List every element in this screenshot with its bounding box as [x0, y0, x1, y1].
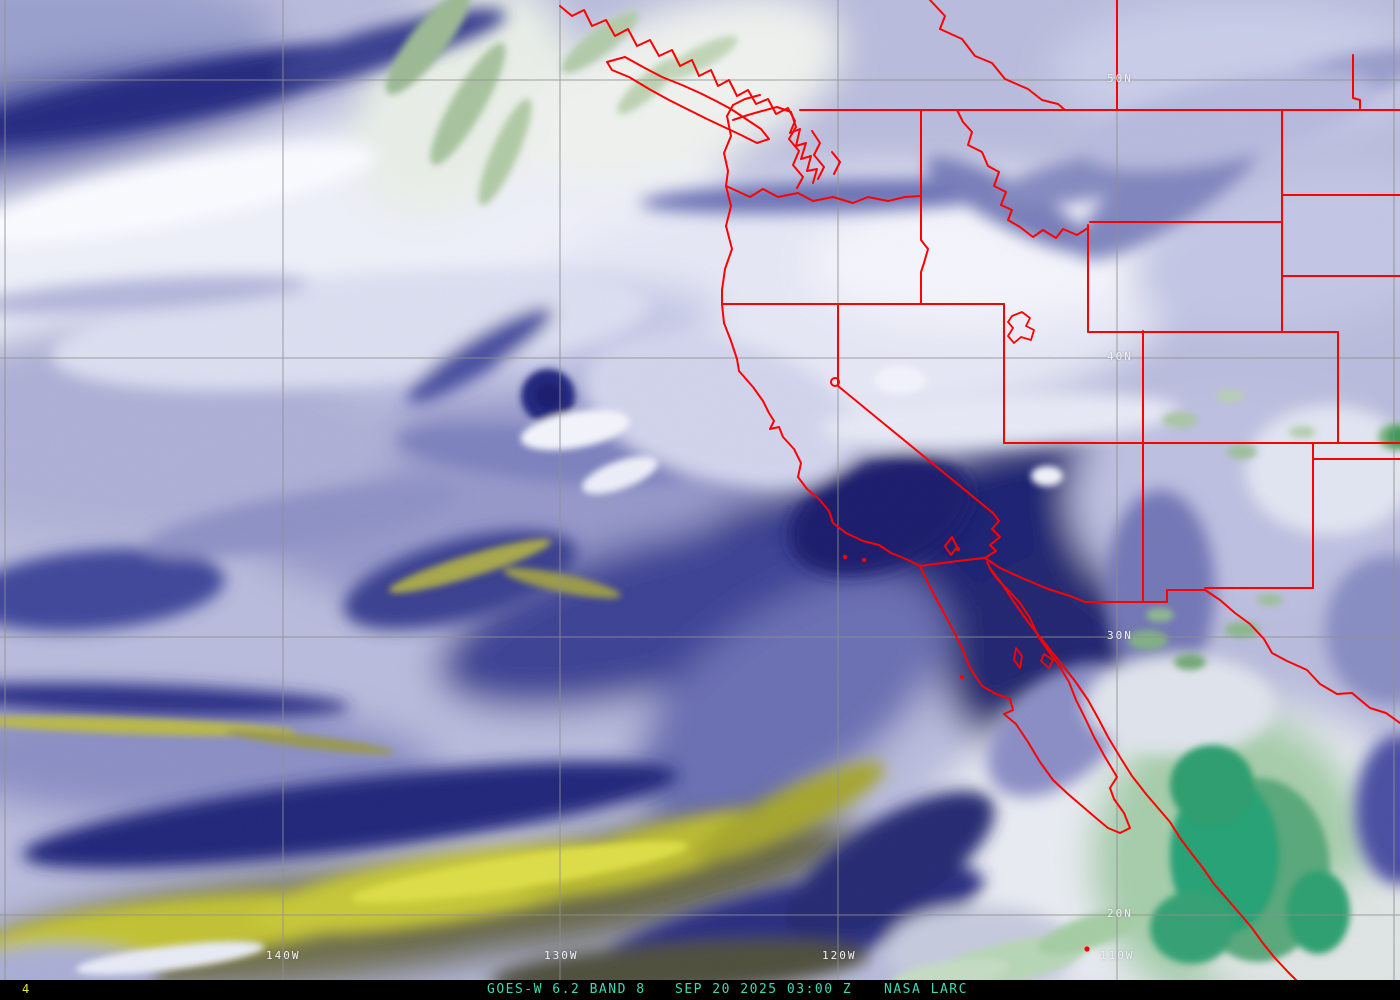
coastline-mexico-mainland — [989, 567, 1298, 980]
lon-label-130w: 130W — [544, 949, 579, 962]
political-borders — [559, 0, 1400, 980]
lat-label-40n: 40N — [1107, 350, 1133, 363]
border-montana-idaho — [956, 109, 1089, 239]
coastline-puget-sound — [732, 106, 841, 189]
product-label: GOES-W 6.2 BAND 8 — [487, 982, 646, 997]
gulf-islands — [1013, 647, 1054, 669]
frame-number: 4 — [22, 982, 30, 996]
lat-label-30n: 30N — [1107, 629, 1133, 642]
coastline-san-diego-bay — [944, 536, 958, 556]
border-us-mexico — [919, 557, 1400, 724]
coastline-west-coast — [721, 94, 921, 567]
border-montana-dakotas — [1281, 109, 1400, 333]
border-columbia-river — [725, 185, 922, 204]
lat-label-50n: 50N — [1107, 72, 1133, 85]
lon-label-120w: 120W — [822, 949, 857, 962]
coastline-baja — [919, 561, 1131, 834]
border-idaho-west — [920, 109, 929, 305]
small-islands — [842, 546, 1090, 952]
status-bar: 4 GOES-W 6.2 BAND 8 SEP 20 2025 03:00 Z … — [0, 980, 1400, 1000]
credit-label: NASA LARC — [884, 982, 968, 997]
border-41n — [1087, 331, 1339, 444]
lake-tahoe — [830, 377, 840, 387]
coastline-bc-fjords — [559, 5, 818, 184]
border-37n — [1003, 442, 1400, 589]
lon-label-140w: 140W — [266, 949, 301, 962]
border-colorado-river — [984, 512, 1001, 559]
timestamp-label: SEP 20 2025 03:00 Z — [675, 982, 853, 997]
lat-label-20n: 20N — [1107, 907, 1133, 920]
border-canada-provinces — [929, 0, 1361, 111]
lon-label-110w: 110W — [1100, 949, 1135, 962]
great-salt-lake — [1007, 311, 1035, 344]
coastline-vancouver-island — [606, 56, 770, 144]
